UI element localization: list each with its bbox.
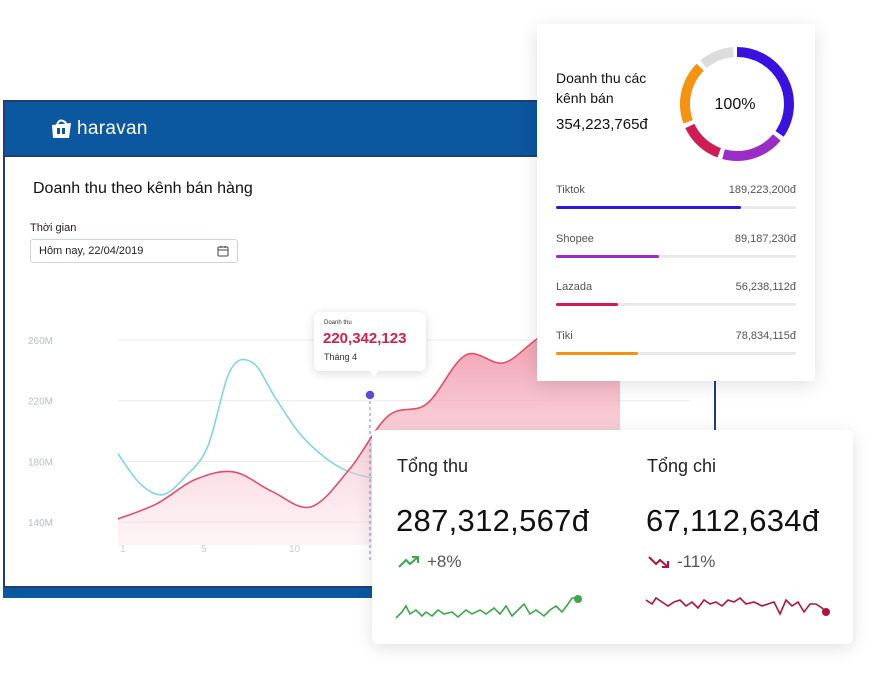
expense-value: 67,112,634đ — [646, 503, 820, 538]
highlight-point[interactable] — [364, 389, 376, 401]
time-label: Thời gian — [30, 222, 77, 234]
channel-progress-fill — [556, 352, 638, 355]
y-tick-label: 220M — [28, 397, 53, 408]
channel-name: Lazada — [556, 281, 593, 293]
channel-progress-fill — [556, 303, 619, 306]
y-tick-label: 260M — [28, 336, 53, 347]
income-sparkline — [395, 595, 582, 619]
brand-name: haravan — [77, 117, 148, 139]
totals-card: Tổng thu 287,312,567đ +8% Tổng chi 67,11… — [372, 430, 853, 644]
tooltip-label: Doanh thu — [324, 320, 352, 326]
channel-name: Tiktok — [556, 184, 585, 196]
channel-revenue-card: Doanh thu các kênh bán 354,223,765đ 100%… — [537, 24, 815, 381]
x-tick-label: 1 — [120, 544, 126, 555]
donut-segment — [722, 134, 781, 161]
donut-segment — [700, 47, 734, 69]
income-trend-value: +8% — [427, 552, 462, 571]
donut-segment — [680, 63, 704, 124]
expense-trend: -11% — [647, 552, 715, 572]
donut-segment — [685, 123, 722, 158]
channel-progress-track — [556, 352, 796, 355]
brand-logo[interactable]: haravan — [49, 118, 148, 140]
channel-name: Shopee — [556, 233, 594, 245]
channel-row-shopee[interactable]: Shopee 89,187,230đ — [556, 233, 796, 263]
page-title: Doanh thu theo kênh bán hàng — [33, 180, 253, 197]
channel-total: 354,223,765đ — [556, 116, 648, 133]
channel-progress-track — [556, 303, 796, 306]
channel-value: 89,187,230đ — [734, 233, 796, 245]
channel-value: 78,834,115đ — [735, 330, 796, 342]
bag-icon — [52, 119, 71, 138]
date-picker[interactable]: Hôm nay, 22/04/2019 — [30, 239, 238, 263]
channel-progress-fill — [556, 206, 741, 209]
tooltip-pointer — [368, 369, 380, 377]
tooltip-value: 220,342,123 — [323, 330, 407, 347]
channel-row-lazada[interactable]: Lazada 56,238,112đ — [556, 281, 796, 311]
trend-up-icon — [398, 556, 419, 568]
x-tick-label: 10 — [289, 544, 301, 555]
channel-donut-chart — [680, 47, 794, 161]
channel-progress-track — [556, 206, 796, 209]
channel-row-tiktok[interactable]: Tiktok 189,223,200đ — [556, 184, 796, 214]
channel-name: Tiki — [556, 330, 573, 342]
channel-progress-track — [556, 255, 796, 258]
donut-percent: 100% — [714, 96, 756, 113]
income-value: 287,312,567đ — [396, 503, 590, 538]
date-value: Hôm nay, 22/04/2019 — [39, 245, 144, 257]
expense-label: Tổng chi — [647, 456, 717, 476]
channel-row-tiki[interactable]: Tiki 78,834,115đ — [556, 330, 796, 360]
tooltip-month: Tháng 4 — [324, 352, 358, 362]
chart-tooltip: Doanh thu 220,342,123 Tháng 4 — [314, 312, 426, 377]
y-tick-label: 140M — [28, 518, 53, 529]
trend-down-icon — [648, 556, 669, 568]
expense-sparkline — [645, 596, 830, 616]
donut-segment — [736, 47, 794, 137]
calendar-icon — [217, 246, 229, 257]
income-label: Tổng thu — [397, 456, 469, 476]
channel-value: 189,223,200đ — [728, 184, 796, 196]
x-tick-label: 5 — [201, 544, 207, 555]
y-tick-label: 180M — [28, 457, 53, 468]
income-trend: +8% — [397, 552, 462, 572]
channel-value: 56,238,112đ — [735, 281, 796, 293]
expense-trend-value: -11% — [677, 552, 716, 571]
channel-progress-fill — [556, 255, 660, 258]
channel-card-title: Doanh thu các kênh bán — [556, 70, 647, 106]
